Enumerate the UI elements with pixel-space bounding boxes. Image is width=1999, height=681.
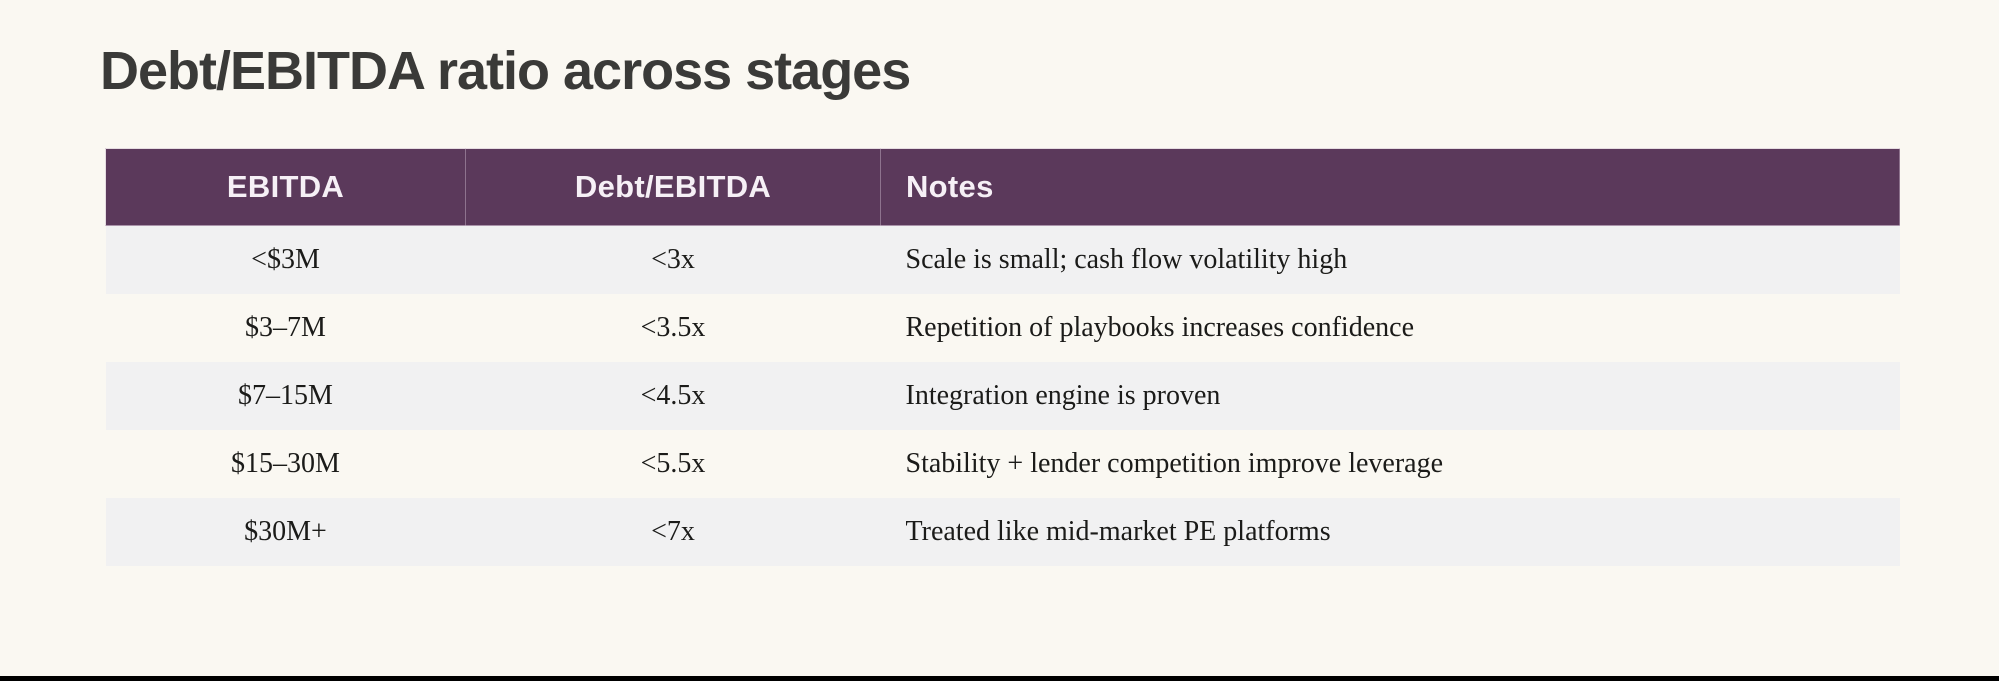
- cell-ebitda: $15–30M: [231, 448, 340, 479]
- table-header-row: EBITDA Debt/EBITDA Notes: [105, 148, 1900, 226]
- cell-ebitda: <$3M: [251, 244, 320, 275]
- cell-notes: Stability + lender competition improve l…: [905, 448, 1444, 479]
- column-header-debt-ebitda: Debt/EBITDA: [465, 148, 881, 226]
- debt-ebitda-table: EBITDA Debt/EBITDA Notes <$3M <3x Scale …: [105, 148, 1900, 566]
- window-bottom-edge: [0, 676, 1999, 681]
- table-row: <$3M <3x Scale is small; cash flow volat…: [105, 225, 1900, 294]
- table-row: $3–7M <3.5x Repetition of playbooks incr…: [106, 294, 1900, 362]
- cell-ebitda: $7–15M: [238, 380, 333, 411]
- cell-notes: Treated like mid-market PE platforms: [905, 516, 1331, 547]
- page-title: Debt/EBITDA ratio across stages: [100, 41, 911, 101]
- cell-ratio: <3x: [651, 244, 695, 275]
- cell-ratio: <5.5x: [640, 448, 706, 479]
- cell-notes: Scale is small; cash flow volatility hig…: [905, 244, 1348, 275]
- cell-notes: Repetition of playbooks increases confid…: [905, 312, 1415, 343]
- table-row: $7–15M <4.5x Integration engine is prove…: [105, 362, 1900, 430]
- cell-ratio: <7x: [651, 516, 695, 547]
- column-header-notes: Notes: [880, 148, 1900, 226]
- cell-ebitda: $30M+: [244, 516, 327, 547]
- table-row: $15–30M <5.5x Stability + lender competi…: [106, 430, 1900, 498]
- cell-ratio: <4.5x: [640, 380, 706, 411]
- table-row: $30M+ <7x Treated like mid-market PE pla…: [105, 498, 1900, 566]
- column-header-ebitda: EBITDA: [105, 148, 466, 226]
- cell-ratio: <3.5x: [640, 312, 706, 343]
- cell-notes: Integration engine is proven: [905, 380, 1221, 411]
- cell-ebitda: $3–7M: [245, 312, 326, 343]
